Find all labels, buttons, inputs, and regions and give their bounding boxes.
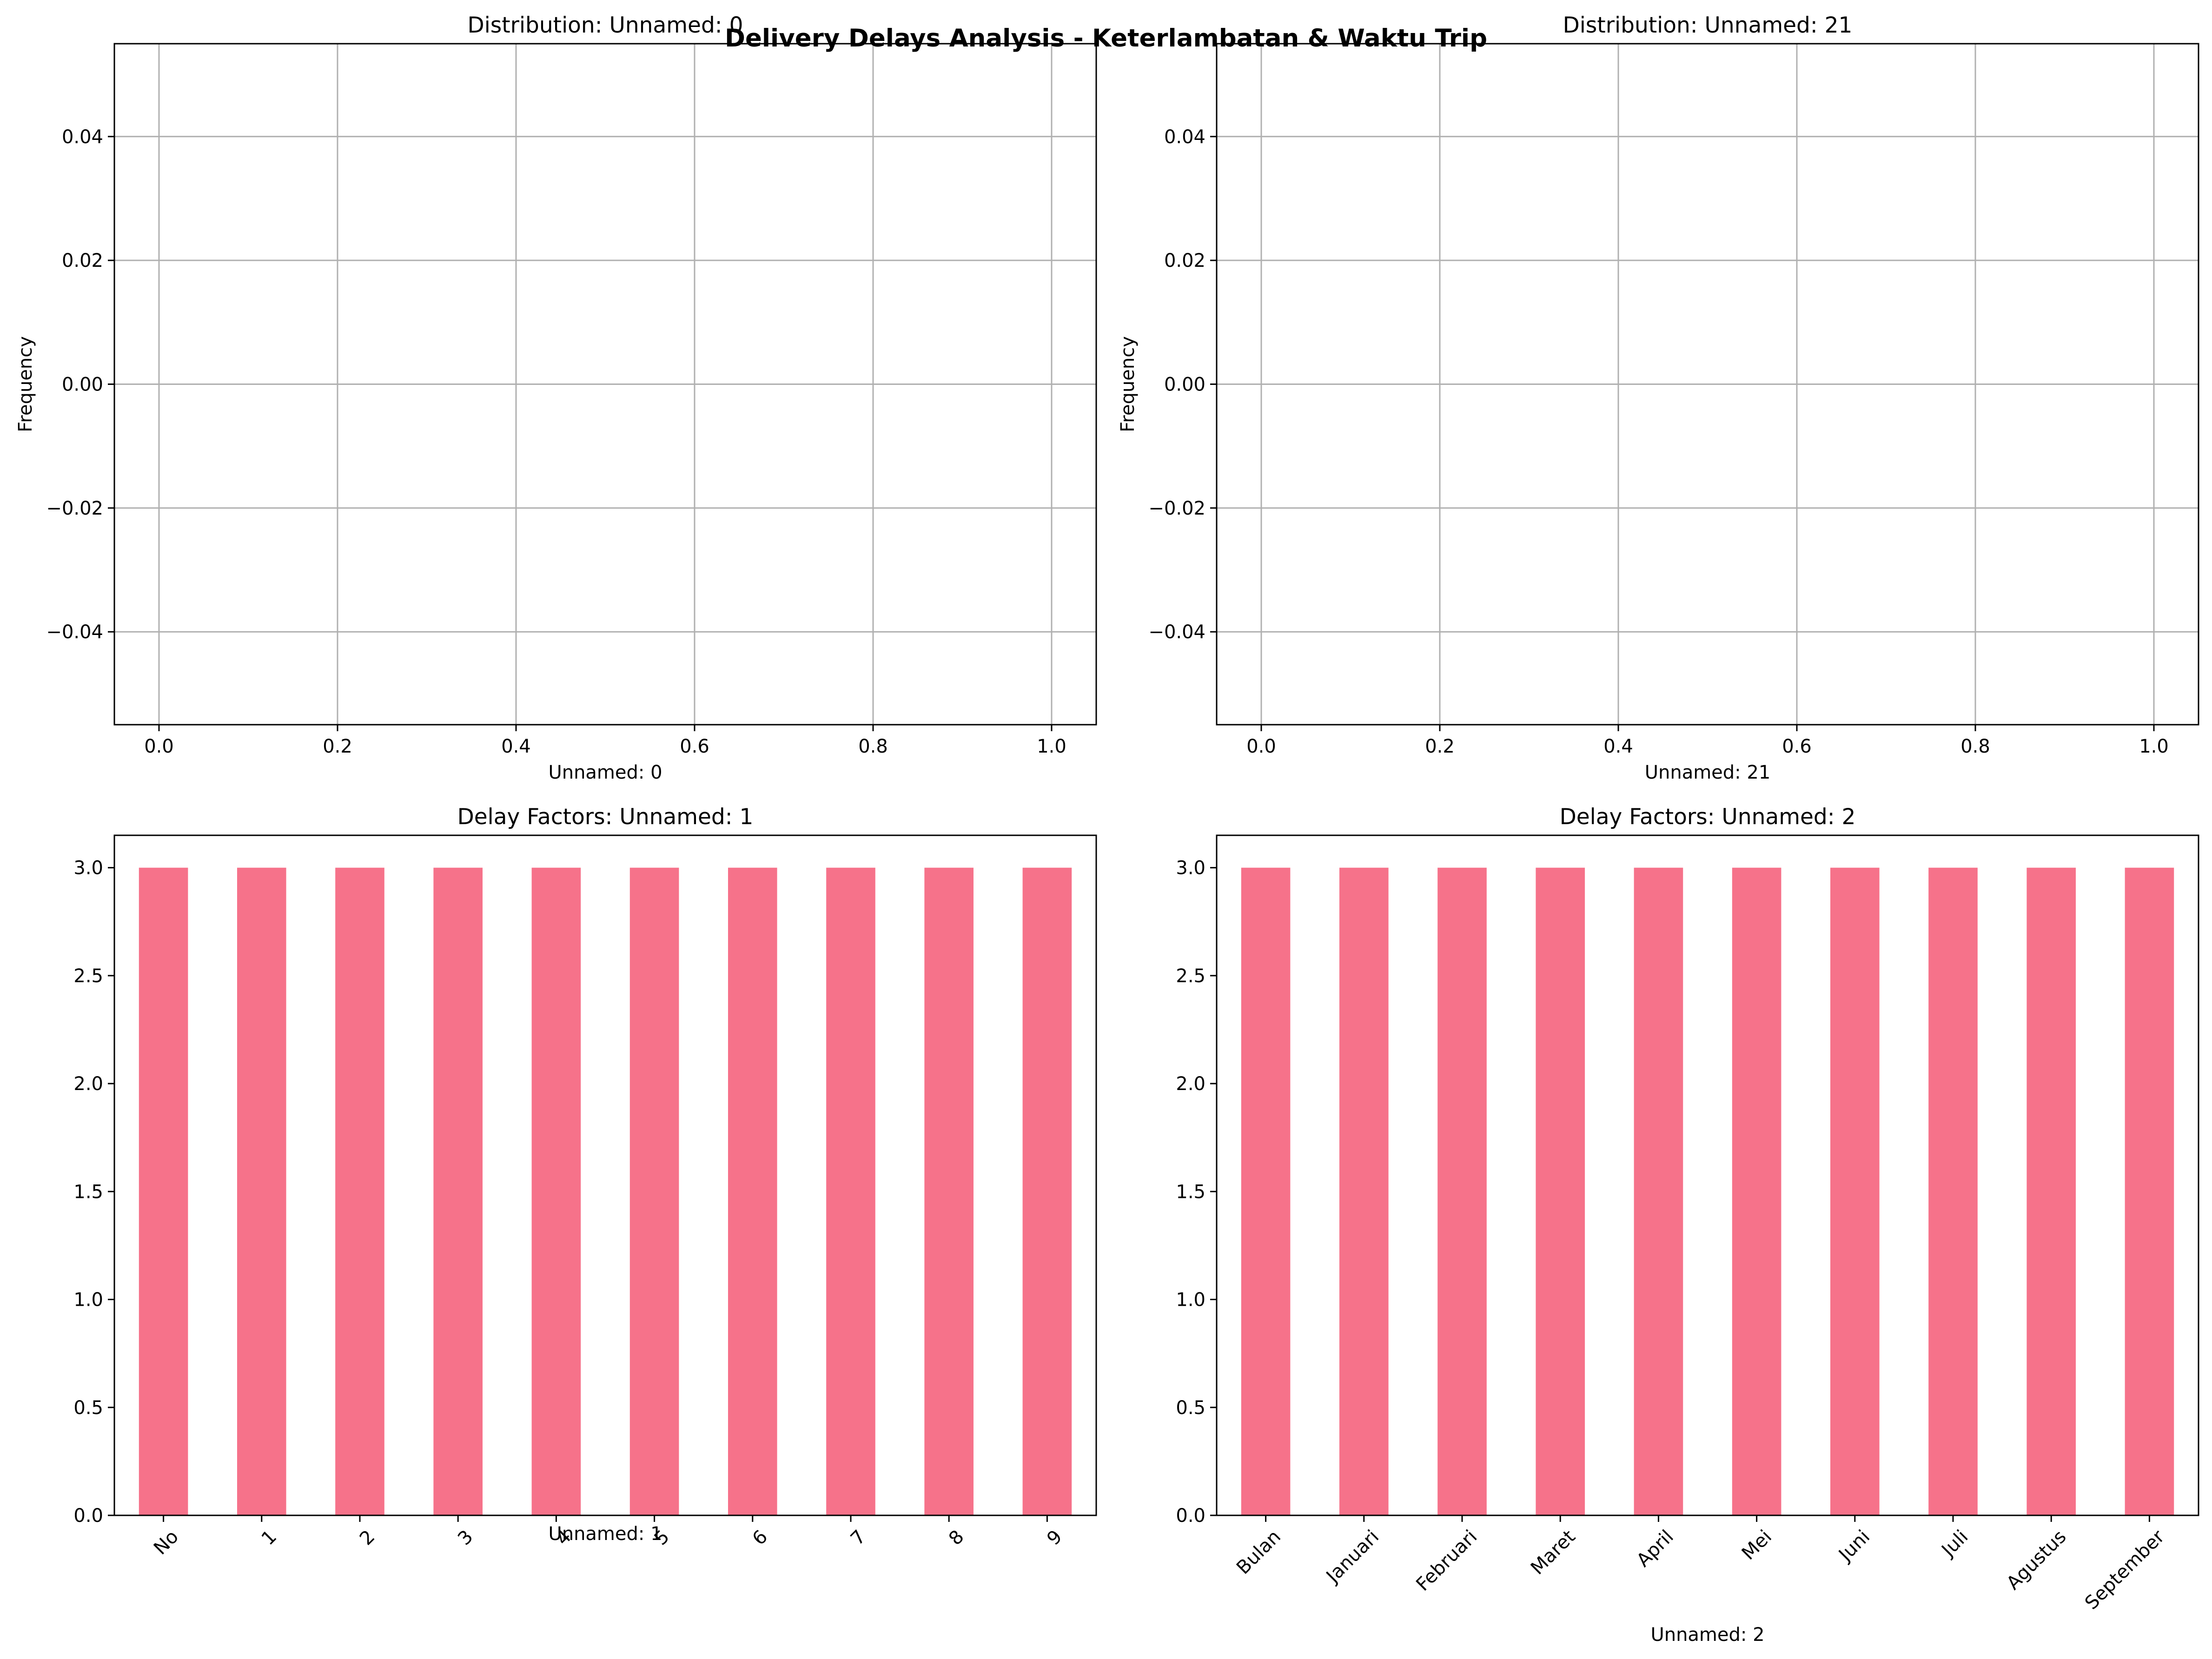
- bar: [2027, 867, 2076, 1515]
- bar: [1830, 867, 1880, 1515]
- chart-panel-1: Distribution: Unnamed: 0 −0.04 −0.02 0.00 0.…: [15, 13, 1097, 783]
- y-tick-label: 0.00: [1164, 374, 1205, 396]
- bar: [1634, 867, 1683, 1515]
- y-tick-label: 0.02: [1164, 250, 1205, 271]
- y-tick-label: 0.5: [73, 1397, 103, 1419]
- x-tick-label: 0.2: [1425, 736, 1455, 757]
- x-tick-label: 1.0: [2139, 736, 2169, 757]
- x-tick-label: 1.0: [1037, 736, 1066, 757]
- x-tick-label: 0.4: [1603, 736, 1633, 757]
- chart-panel-2: Distribution: Unnamed: 21 −0.04 −0.02 0.00 0…: [1117, 13, 2199, 783]
- y-tick-label: −0.02: [46, 498, 103, 519]
- y-tick-label: 1.5: [73, 1181, 103, 1203]
- y-tick-label: −0.02: [1148, 498, 1205, 519]
- y-tick-label: −0.04: [1148, 621, 1205, 643]
- figure-suptitle: Delivery Delays Analysis - Keterlambatan…: [725, 24, 1487, 53]
- chart-title-4: Delay Factors: Unnamed: 2: [1560, 804, 1856, 830]
- y-tick-label: 3.0: [1176, 858, 1205, 879]
- y-tick-label: 1.5: [1176, 1181, 1205, 1203]
- y-tick-label: 2.0: [73, 1073, 103, 1095]
- bar: [1339, 867, 1389, 1515]
- x-tick-label: 0.2: [323, 736, 352, 757]
- y-tick-label: 2.5: [73, 965, 103, 987]
- axes-frame: [113, 834, 1097, 1516]
- y-tick-label: 2.0: [1176, 1073, 1205, 1095]
- bar: [629, 867, 679, 1515]
- bar: [1022, 867, 1072, 1515]
- bar: [1928, 867, 1978, 1515]
- y-axis-label: Frequency: [15, 336, 36, 432]
- x-tick-label: 0.6: [1782, 736, 1812, 757]
- x-tick-label: 0.8: [1960, 736, 1990, 757]
- y-tick-label: 1.0: [1176, 1289, 1205, 1311]
- x-tick-label: 0.8: [858, 736, 888, 757]
- chart-title-2: Distribution: Unnamed: 21: [1563, 13, 1853, 38]
- bar: [237, 867, 286, 1515]
- x-axis-label: Unnamed: 21: [1645, 762, 1771, 783]
- bar: [924, 867, 974, 1515]
- y-tick-label: 0.00: [62, 374, 103, 396]
- bar: [335, 867, 384, 1515]
- y-tick-label: 0.5: [1176, 1397, 1205, 1419]
- bar: [826, 867, 875, 1515]
- y-tick-label: 0.02: [62, 250, 103, 271]
- chart-title-1: Distribution: Unnamed: 0: [468, 13, 743, 38]
- x-tick-label: 0.6: [680, 736, 709, 757]
- y-tick-label: 3.0: [73, 858, 103, 879]
- x-tick-label: 0.0: [144, 736, 174, 757]
- bar: [531, 867, 581, 1515]
- bar: [1536, 867, 1585, 1515]
- y-axis-label: Frequency: [1117, 336, 1139, 432]
- axes-frame: [113, 43, 1097, 726]
- bar: [433, 867, 483, 1515]
- x-axis-label: Unnamed: 2: [1650, 1624, 1764, 1646]
- bar: [139, 867, 188, 1515]
- chart-title-3: Delay Factors: Unnamed: 1: [457, 804, 754, 830]
- x-axis-label: Unnamed: 1: [548, 1523, 662, 1545]
- chart-panel-3: Delay Factors: Unnamed: 1 0.0 0.5 1.0 1.5 2.0…: [73, 804, 1097, 1559]
- x-tick-label: 0.4: [501, 736, 531, 757]
- y-tick-label: 0.04: [62, 126, 103, 148]
- bar: [2125, 867, 2174, 1515]
- y-tick-label: 0.0: [1176, 1505, 1205, 1527]
- bar: [1437, 867, 1487, 1515]
- x-axis-label: Unnamed: 0: [548, 762, 662, 783]
- bar: [728, 867, 777, 1515]
- x-tick-label: 0.0: [1246, 736, 1276, 757]
- y-tick-label: −0.04: [46, 621, 103, 643]
- y-tick-label: 0.04: [1164, 126, 1205, 148]
- y-tick-label: 0.0: [73, 1505, 103, 1527]
- axes-frame: [1216, 834, 2199, 1516]
- y-tick-label: 1.0: [73, 1289, 103, 1311]
- y-tick-label: 2.5: [1176, 965, 1205, 987]
- axes-frame: [1216, 43, 2199, 726]
- bar: [1732, 867, 1782, 1515]
- bar: [1241, 867, 1291, 1515]
